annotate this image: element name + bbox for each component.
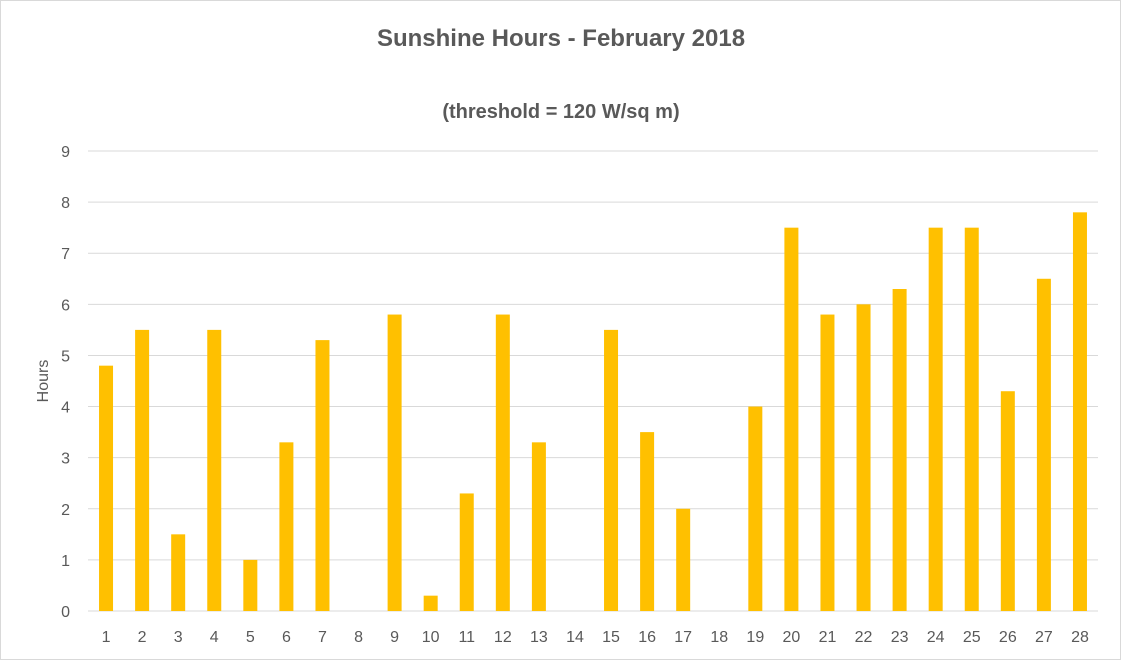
x-tick-label: 13 — [530, 629, 548, 646]
y-tick-label: 9 — [61, 144, 70, 161]
x-tick-label: 16 — [638, 629, 656, 646]
bar-day-19 — [748, 406, 763, 611]
bars — [99, 212, 1087, 612]
y-tick-label: 8 — [61, 195, 70, 212]
chart-subtitle: (threshold = 120 W/sq m) — [442, 101, 679, 123]
chart-title: Sunshine Hours - February 2018 — [377, 25, 745, 52]
bar-day-9 — [387, 314, 402, 611]
x-tick-label: 22 — [855, 629, 873, 646]
bar-day-11 — [459, 493, 474, 611]
bar-day-23 — [892, 289, 907, 611]
x-tick-label: 6 — [282, 629, 291, 646]
bar-day-24 — [928, 227, 943, 611]
bar-day-20 — [784, 227, 799, 611]
y-tick-label: 6 — [61, 297, 70, 314]
y-axis-ticks: 0 1 2 3 4 5 6 7 8 9 — [61, 144, 70, 621]
bar-day-4 — [207, 329, 222, 611]
bar-day-1 — [99, 365, 114, 611]
x-tick-label: 4 — [210, 629, 219, 646]
y-tick-label: 5 — [61, 348, 70, 365]
bar-day-16 — [640, 432, 655, 611]
x-tick-label: 17 — [674, 629, 692, 646]
x-tick-label: 12 — [494, 629, 512, 646]
bar-day-12 — [495, 314, 510, 611]
x-tick-label: 21 — [819, 629, 837, 646]
x-tick-label: 3 — [174, 629, 183, 646]
x-axis-ticks: 1 2 3 4 5 6 7 8 9 10 11 12 13 14 15 16 17 18 19 20 21 22 23 24 2… — [102, 629, 1089, 646]
bar-day-10 — [423, 595, 438, 611]
x-tick-label: 23 — [891, 629, 909, 646]
bar-day-21 — [820, 314, 835, 611]
bar-day-13 — [531, 442, 546, 611]
x-tick-label: 2 — [138, 629, 147, 646]
x-tick-label: 7 — [318, 629, 327, 646]
y-tick-label: 0 — [61, 604, 70, 621]
bar-day-27 — [1036, 278, 1051, 611]
x-tick-label: 9 — [390, 629, 399, 646]
bar-day-15 — [604, 329, 619, 611]
x-tick-label: 27 — [1035, 629, 1053, 646]
bar-day-22 — [856, 304, 871, 611]
bar-day-26 — [1000, 391, 1015, 611]
x-tick-label: 18 — [710, 629, 728, 646]
bar-day-3 — [171, 534, 186, 611]
x-tick-label: 20 — [782, 629, 800, 646]
y-tick-label: 1 — [61, 553, 70, 570]
y-tick-label: 4 — [61, 400, 70, 417]
bar-day-6 — [279, 442, 294, 611]
x-tick-label: 25 — [963, 629, 981, 646]
x-tick-label: 10 — [422, 629, 440, 646]
x-tick-label: 19 — [746, 629, 764, 646]
bar-day-7 — [315, 340, 330, 611]
x-tick-label: 1 — [102, 629, 111, 646]
bar-day-25 — [964, 227, 979, 611]
y-axis-title: Hours — [35, 360, 52, 403]
x-tick-label: 26 — [999, 629, 1017, 646]
bar-day-17 — [676, 508, 691, 611]
x-tick-label: 15 — [602, 629, 620, 646]
bar-day-28 — [1072, 212, 1087, 612]
bar-day-5 — [243, 559, 258, 611]
x-tick-label: 28 — [1071, 629, 1089, 646]
x-tick-label: 14 — [566, 629, 584, 646]
gridlines — [88, 150, 1098, 612]
y-tick-label: 2 — [61, 502, 70, 519]
x-tick-label: 8 — [354, 629, 363, 646]
x-tick-label: 5 — [246, 629, 255, 646]
x-tick-label: 24 — [927, 629, 945, 646]
y-tick-label: 7 — [61, 246, 70, 263]
bar-day-2 — [135, 329, 150, 611]
y-tick-label: 3 — [61, 451, 70, 468]
x-tick-label: 11 — [458, 629, 475, 646]
